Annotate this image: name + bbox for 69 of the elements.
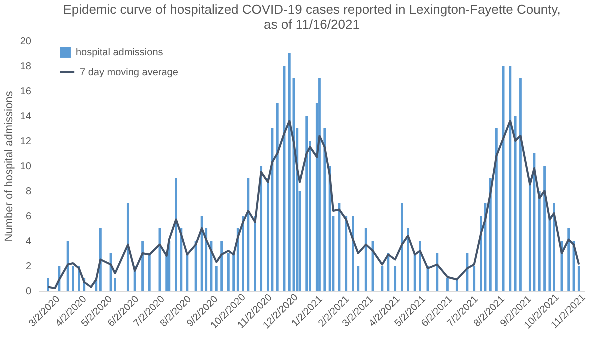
bar bbox=[180, 228, 183, 291]
bar bbox=[114, 278, 116, 291]
y-tick-label: 12 bbox=[20, 136, 32, 148]
bar bbox=[514, 116, 517, 291]
bar bbox=[186, 254, 189, 291]
bar bbox=[200, 216, 204, 291]
bar bbox=[548, 216, 552, 291]
bar bbox=[509, 66, 512, 291]
bar bbox=[394, 266, 397, 291]
bar bbox=[364, 228, 368, 291]
bar bbox=[419, 241, 422, 291]
bar bbox=[126, 204, 130, 291]
bar bbox=[352, 216, 354, 291]
y-tick-label: 16 bbox=[20, 86, 32, 98]
bar bbox=[568, 228, 570, 291]
bar bbox=[544, 166, 546, 291]
legend-label: hospital admissions bbox=[76, 48, 164, 58]
bar bbox=[215, 266, 218, 291]
bar bbox=[345, 216, 348, 291]
y-axis-title: Number of hospital admissions bbox=[3, 90, 16, 242]
bar bbox=[66, 241, 70, 291]
bar bbox=[232, 254, 236, 291]
bar bbox=[528, 178, 532, 291]
bar bbox=[148, 254, 151, 291]
y-tick-label: 10 bbox=[20, 162, 32, 172]
bar bbox=[318, 78, 321, 291]
bar bbox=[220, 241, 224, 291]
bar bbox=[306, 116, 308, 291]
bar bbox=[489, 178, 492, 291]
y-tick-label: 0 bbox=[26, 286, 32, 298]
bar bbox=[175, 178, 178, 291]
y-tick-label: 8 bbox=[26, 186, 32, 198]
bar bbox=[227, 254, 230, 291]
line-series bbox=[47, 120, 580, 290]
bar bbox=[266, 178, 270, 291]
bar bbox=[357, 266, 360, 291]
bar bbox=[495, 128, 498, 291]
bar bbox=[47, 278, 50, 291]
bar bbox=[407, 228, 410, 291]
y-tick-label: 20 bbox=[20, 36, 32, 48]
bar bbox=[276, 104, 279, 291]
bar bbox=[99, 228, 102, 291]
bar bbox=[553, 204, 556, 291]
bar bbox=[254, 216, 257, 291]
y-tick-label: 14 bbox=[20, 112, 32, 122]
bar bbox=[538, 191, 541, 291]
bar bbox=[446, 278, 449, 291]
y-tick-label: 6 bbox=[26, 212, 32, 222]
legend-label: 7 day moving average bbox=[80, 68, 179, 78]
y-tick-label: 4 bbox=[26, 236, 32, 248]
y-tick-label: 18 bbox=[20, 62, 32, 72]
bar bbox=[242, 216, 244, 291]
bar bbox=[260, 166, 263, 291]
bar bbox=[578, 266, 580, 291]
bar bbox=[387, 254, 390, 291]
bar bbox=[288, 54, 291, 291]
bar bbox=[400, 204, 404, 291]
bar bbox=[502, 66, 505, 291]
bar bbox=[72, 266, 74, 291]
bar bbox=[436, 254, 439, 291]
chart-title: Epidemic curve of hospitalized COVID-19 cases reported in Lexington-Fayette County, as of 11/16/2021 bbox=[63, 2, 561, 32]
bar bbox=[247, 178, 250, 291]
y-tick-label: 2 bbox=[26, 262, 32, 272]
bar bbox=[520, 78, 522, 291]
bar bbox=[414, 254, 416, 291]
bar bbox=[324, 128, 326, 291]
bar bbox=[381, 266, 384, 291]
bar bbox=[473, 266, 476, 291]
bar bbox=[142, 241, 144, 291]
